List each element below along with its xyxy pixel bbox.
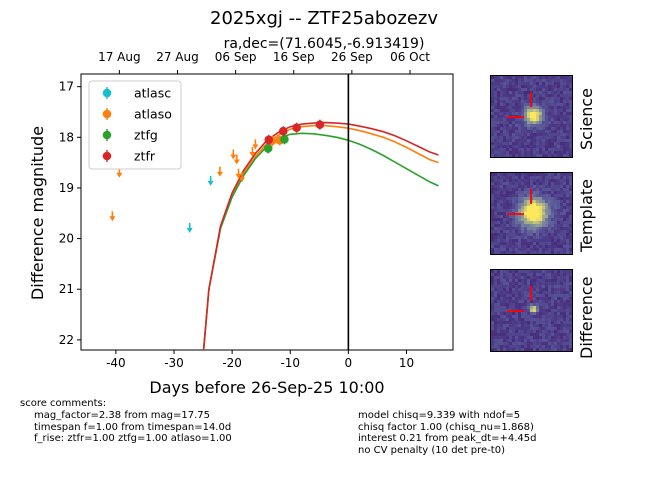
x-tick-label: -20: [222, 356, 242, 370]
light-curve-figure: 2025xgj -- ZTF25abozezv ra,dec=(71.6045,…: [28, 8, 454, 397]
x-tick-label: -40: [106, 356, 126, 370]
stamp-image: [491, 76, 572, 157]
model-curve-ztfr: [202, 121, 439, 350]
y-tick-label: 22: [59, 333, 74, 347]
stamp-label-science: Science: [577, 87, 596, 150]
stamp-difference: [490, 269, 573, 352]
upper-limit-arrowhead-atlaso: [249, 151, 256, 157]
top-date-tick-label: 06 Sep: [215, 50, 257, 64]
legend-marker-atlaso: [102, 109, 112, 119]
plot-frame: [80, 73, 454, 351]
x-tick-label: 0: [345, 356, 353, 370]
upper-limit-arrowhead-atlaso: [239, 177, 246, 183]
x-tick-label: 10: [399, 356, 414, 370]
legend-label-ztfr: ztfr: [134, 149, 156, 164]
y-tick-label: 21: [59, 282, 74, 296]
top-date-tick-label: 26 Sep: [331, 50, 373, 64]
stamp-label-template: Template: [577, 178, 596, 252]
top-date-tick-label: 27 Aug: [156, 50, 199, 64]
stamp-template: [490, 172, 573, 255]
upper-limit-arrowhead-atlaso: [230, 154, 237, 160]
score-comment-3: f_rise: ztfr=1.00 ztfg=1.00 atlaso=1.00: [34, 433, 232, 444]
data-point-ztfg: [263, 144, 273, 153]
top-date-tick-label: 16 Sep: [273, 50, 315, 64]
stamp-image: [491, 270, 572, 351]
model-comment-2: chisq factor 1.00 (chisq_nu=1.868): [358, 421, 534, 433]
top-date-tick-label: 06 Oct: [390, 50, 430, 64]
data-point-ztfr: [278, 126, 288, 136]
upper-limit-arrowhead-atlasc: [186, 227, 193, 233]
legend-box: [88, 80, 182, 170]
plot-contents: [109, 74, 439, 350]
legend: atlasc atlaso ztfg ztfr: [88, 80, 182, 170]
x-axis-label: Days before 26-Sep-25 10:00: [149, 378, 384, 397]
chart-title: 2025xgj -- ZTF25abozezv: [210, 8, 438, 29]
model-comment-3: interest 0.21 from peak_dt=+4.45d: [358, 433, 537, 444]
upper-limit-arrowhead-atlaso: [252, 144, 259, 150]
legend-label-atlasc: atlasc: [134, 86, 171, 101]
data-point-ztfg: [280, 135, 289, 144]
chart-subtitle: ra,dec=(71.6045,-6.913419): [224, 36, 425, 52]
y-axis-label: Difference magnitude: [28, 126, 47, 300]
y-tick-label: 20: [59, 232, 74, 246]
legend-label-ztfg: ztfg: [134, 128, 158, 143]
legend-marker-ztfr: [102, 151, 112, 161]
model-curve-atlaso: [202, 124, 439, 350]
stamp-science: [490, 75, 573, 158]
upper-limit-arrowhead-atlasc: [207, 180, 214, 186]
legend-label-atlaso: atlaso: [134, 107, 172, 122]
y-tick-label: 17: [59, 80, 74, 94]
model-comment-1: model chisq=9.339 with ndof=5: [358, 410, 521, 421]
data-point-ztfr: [292, 123, 301, 132]
upper-limit-arrowhead-atlaso: [233, 159, 240, 165]
stamp-label-difference: Difference: [577, 276, 596, 359]
upper-limit-arrowhead-atlaso: [235, 173, 242, 179]
legend-marker-atlasc: [102, 88, 112, 98]
upper-limit-arrowhead-atlaso: [116, 172, 123, 178]
upper-limit-arrowhead-atlaso: [216, 171, 223, 177]
x-tick-label: -30: [164, 356, 184, 370]
model-comment-4: no CV penalty (10 det pre-t0): [358, 444, 505, 456]
score-comment-1: mag_factor=2.38 from mag=17.75: [34, 410, 211, 421]
legend-marker-ztfg: [102, 130, 112, 140]
data-point-ztfr: [264, 135, 274, 145]
score-comments-heading: score comments:: [20, 398, 107, 409]
y-tick-label: 19: [59, 181, 74, 195]
y-tick-label: 18: [59, 130, 74, 144]
score-comment-2: timespan f=1.00 from timespan=14.0d: [34, 421, 232, 433]
model-curve-ztfg: [202, 132, 439, 350]
data-point-ztfr: [315, 120, 325, 129]
top-date-tick-label: 17 Aug: [98, 50, 141, 64]
plot-area: -40 -30 -20 -10 0 10 17 18 19 20 21 22 17 Aug 27 Aug 0…: [59, 50, 454, 370]
upper-limit-arrowhead-atlaso: [109, 216, 116, 222]
stamp-image: [491, 173, 572, 254]
x-tick-label: -10: [280, 356, 300, 370]
